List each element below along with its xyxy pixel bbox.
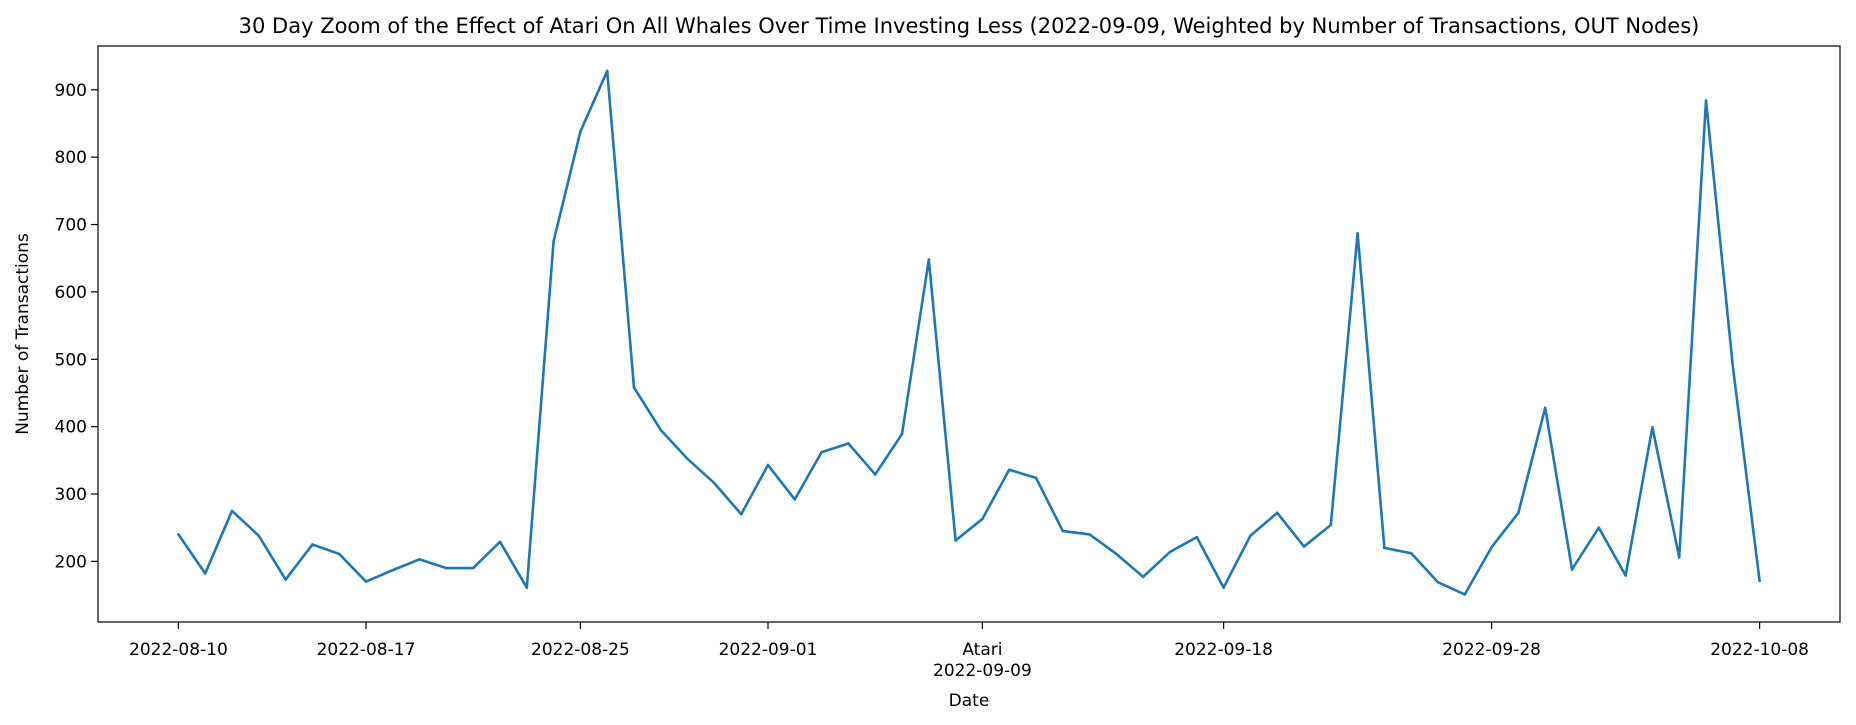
data-point <box>391 568 395 572</box>
x-tick-label: 2022-10-08 <box>1710 640 1809 660</box>
data-point <box>713 481 716 485</box>
y-axis: 200 300 400 500 600 700 800 900 <box>55 81 98 572</box>
x-tick-label: 2022-09-09 <box>933 661 1032 681</box>
data-point <box>1597 526 1601 529</box>
data-point <box>1436 580 1440 584</box>
y-tick-label: 800 <box>55 148 87 168</box>
data-point <box>257 534 261 538</box>
data-point <box>177 533 180 536</box>
data-point <box>1383 546 1386 550</box>
data-point <box>1356 231 1359 235</box>
data-point <box>1517 511 1520 515</box>
data-point <box>1543 406 1547 410</box>
data-point <box>873 473 877 476</box>
data-point <box>284 578 287 581</box>
x-axis-label: Date <box>949 691 990 711</box>
data-point <box>418 558 421 561</box>
data-point <box>659 428 663 432</box>
data-point <box>471 566 475 570</box>
data-point <box>1007 468 1011 472</box>
data-point <box>498 540 502 544</box>
data-point <box>1624 574 1627 577</box>
series-line <box>177 69 1761 596</box>
data-point <box>579 130 582 133</box>
data-point <box>1758 579 1761 583</box>
data-point <box>1329 523 1333 527</box>
x-tick-label: 2022-08-10 <box>129 640 228 660</box>
data-point <box>1088 533 1091 536</box>
y-axis-label: Number of Transactions <box>13 233 33 435</box>
data-point <box>927 258 931 261</box>
data-point <box>1115 552 1118 556</box>
x-tick-label: 2022-09-18 <box>1174 640 1273 660</box>
data-point <box>525 586 529 589</box>
data-point <box>1570 568 1574 571</box>
data-point <box>1651 426 1654 429</box>
data-point <box>686 457 689 461</box>
data-point <box>954 539 957 542</box>
data-point <box>1141 575 1145 579</box>
x-tick-label: 2022-08-17 <box>317 640 416 660</box>
data-point <box>793 498 797 501</box>
y-tick-label: 500 <box>55 350 87 370</box>
y-tick-label: 400 <box>55 418 87 438</box>
x-tick-label: 2022-09-01 <box>719 640 818 660</box>
y-tick-label: 700 <box>55 216 87 236</box>
data-point <box>337 552 341 556</box>
data-point <box>739 512 743 516</box>
x-axis: 2022-08-10 2022-08-17 2022-08-25 2022-09-01… <box>129 622 1809 681</box>
data-point <box>445 566 448 570</box>
data-point <box>981 517 984 521</box>
data-point <box>900 432 904 436</box>
series-group <box>177 69 1761 596</box>
data-point <box>1704 99 1708 102</box>
event-marker-label: Atari <box>962 640 1002 660</box>
y-tick-label: 600 <box>55 283 87 303</box>
data-point <box>1168 550 1172 554</box>
y-tick-label: 200 <box>55 552 87 572</box>
data-point <box>1731 364 1735 368</box>
data-point <box>1275 511 1279 515</box>
y-tick-label: 300 <box>55 485 87 505</box>
x-tick-label: 2022-09-28 <box>1442 640 1541 660</box>
chart-title: 30 Day Zoom of the Effect of Atari On Al… <box>239 14 1700 38</box>
data-point <box>203 572 207 575</box>
data-point <box>605 69 609 73</box>
data-point <box>766 463 770 467</box>
data-point <box>311 543 314 546</box>
data-point <box>1249 534 1252 538</box>
plot-area <box>97 45 1841 623</box>
data-point <box>847 442 850 445</box>
data-point <box>1222 586 1225 589</box>
data-point <box>230 509 234 513</box>
data-point <box>820 450 823 454</box>
data-point <box>1463 593 1467 596</box>
data-point <box>1195 535 1199 539</box>
data-point <box>1034 476 1038 480</box>
data-point <box>1490 545 1493 549</box>
y-tick-label: 900 <box>55 81 87 101</box>
data-point <box>364 580 368 583</box>
x-tick-label: 2022-08-25 <box>531 640 630 660</box>
data-point <box>1677 556 1681 559</box>
data-point <box>552 240 555 243</box>
data-point <box>632 386 636 389</box>
data-point <box>1061 529 1065 533</box>
data-point <box>1302 545 1306 548</box>
data-point <box>1409 551 1413 555</box>
